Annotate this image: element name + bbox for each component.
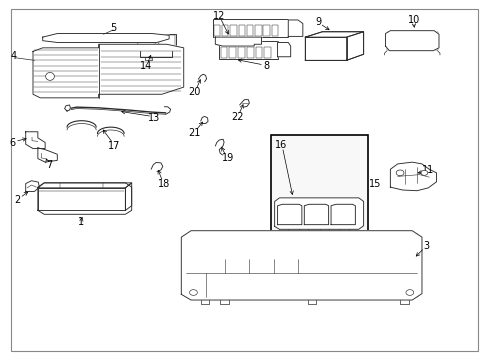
Polygon shape (287, 20, 302, 36)
Circle shape (395, 170, 403, 176)
Bar (238, 48, 244, 58)
Polygon shape (346, 32, 363, 60)
Text: 13: 13 (148, 113, 161, 123)
Polygon shape (274, 198, 363, 229)
Bar (289, 23, 301, 35)
Circle shape (420, 170, 427, 175)
Polygon shape (277, 42, 290, 57)
Bar (298, 261, 318, 272)
Bar (136, 33, 155, 51)
Bar (222, 25, 228, 36)
Circle shape (405, 290, 413, 296)
Bar (225, 39, 232, 45)
Bar (278, 46, 289, 56)
Bar (325, 53, 331, 59)
Bar (186, 234, 417, 297)
Text: 5: 5 (110, 23, 116, 33)
Polygon shape (389, 162, 436, 191)
Bar (238, 25, 244, 36)
Bar (333, 53, 340, 59)
Ellipse shape (45, 72, 54, 80)
Bar (255, 48, 262, 58)
Bar (229, 48, 236, 58)
Bar (243, 39, 249, 45)
Polygon shape (33, 44, 183, 98)
Text: 15: 15 (368, 179, 380, 189)
Bar (306, 51, 345, 60)
Polygon shape (38, 148, 57, 162)
Bar (250, 261, 269, 272)
Bar (264, 48, 271, 58)
Bar (386, 32, 437, 50)
Polygon shape (305, 37, 346, 60)
Text: 11: 11 (421, 165, 433, 175)
Bar (271, 25, 278, 36)
Bar (219, 41, 277, 59)
Bar (252, 39, 258, 45)
Polygon shape (330, 204, 355, 225)
Bar (307, 53, 313, 59)
Text: 3: 3 (423, 241, 428, 251)
Polygon shape (64, 105, 70, 111)
Text: 9: 9 (315, 17, 321, 27)
Bar (278, 206, 300, 224)
Bar (305, 206, 327, 224)
Bar (217, 39, 223, 45)
Polygon shape (26, 181, 39, 192)
Text: 4: 4 (10, 51, 17, 61)
Polygon shape (385, 31, 438, 51)
Bar (138, 35, 153, 50)
Text: 17: 17 (108, 141, 120, 151)
Text: 16: 16 (274, 140, 286, 150)
Bar (331, 206, 354, 224)
Bar (212, 19, 287, 37)
Text: 6: 6 (9, 138, 15, 148)
Text: 2: 2 (14, 195, 20, 205)
Bar (159, 35, 175, 50)
Bar (158, 33, 176, 51)
Polygon shape (26, 132, 45, 149)
Polygon shape (38, 188, 125, 210)
Bar (271, 135, 368, 232)
Polygon shape (42, 33, 169, 42)
Text: 14: 14 (140, 61, 152, 71)
Polygon shape (181, 231, 421, 300)
Bar (316, 53, 322, 59)
Bar (263, 25, 269, 36)
Bar (230, 25, 236, 36)
Text: 7: 7 (46, 159, 52, 170)
Text: 18: 18 (157, 179, 169, 189)
Polygon shape (125, 183, 131, 210)
Text: 1: 1 (78, 217, 83, 227)
Text: 12: 12 (213, 12, 225, 21)
Text: 19: 19 (222, 153, 234, 163)
Polygon shape (305, 32, 363, 60)
Text: 20: 20 (188, 87, 200, 97)
Bar (45, 194, 74, 205)
Text: 10: 10 (407, 15, 419, 25)
Bar (255, 25, 261, 36)
Polygon shape (277, 204, 301, 225)
Bar (246, 48, 253, 58)
Bar (274, 261, 293, 272)
Polygon shape (38, 183, 131, 214)
Bar (234, 39, 241, 45)
Polygon shape (38, 183, 131, 188)
Polygon shape (215, 37, 261, 46)
Text: 21: 21 (188, 128, 200, 138)
Bar (246, 25, 253, 36)
Text: 8: 8 (263, 62, 269, 71)
Bar (213, 25, 220, 36)
Circle shape (189, 290, 197, 296)
Bar (225, 261, 245, 272)
Polygon shape (304, 204, 328, 225)
Text: 22: 22 (230, 112, 243, 122)
Polygon shape (305, 32, 363, 37)
Bar (220, 48, 227, 58)
